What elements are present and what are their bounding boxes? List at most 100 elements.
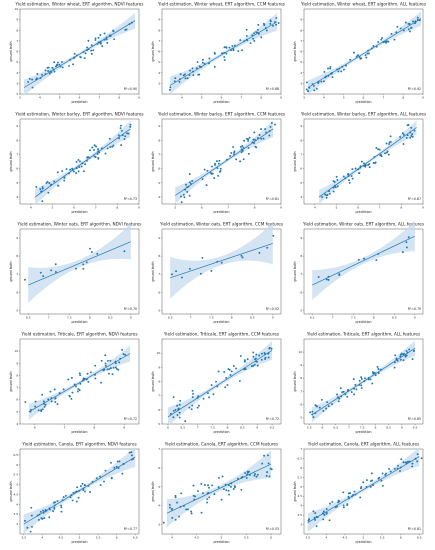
data-point [201, 178, 204, 180]
data-point [364, 54, 367, 57]
plot-frame [161, 228, 282, 315]
data-point [369, 378, 372, 381]
data-point [229, 485, 232, 488]
data-point [375, 146, 378, 149]
data-point [272, 234, 275, 237]
data-point [258, 251, 261, 254]
data-point [56, 61, 59, 64]
r2-annotation: R²=0.77 [124, 527, 137, 531]
data-point [47, 191, 50, 194]
data-point [255, 475, 258, 478]
data-point [314, 404, 317, 407]
data-point [329, 65, 332, 68]
data-point [72, 63, 75, 66]
data-point [52, 510, 54, 513]
data-point [232, 146, 234, 148]
x-tick-label: 9 [422, 95, 424, 99]
data-point [90, 371, 92, 374]
data-point [228, 493, 230, 496]
data-point [402, 461, 405, 464]
data-point [227, 368, 230, 370]
data-point [342, 506, 345, 509]
data-point [237, 50, 240, 53]
data-point [245, 34, 248, 37]
data-point [48, 182, 51, 185]
data-point [233, 44, 236, 47]
y-tick-label: 4 [300, 195, 302, 199]
data-point [256, 364, 259, 367]
data-point [220, 498, 223, 501]
data-point [188, 267, 191, 270]
x-axis-label: prediction [356, 540, 372, 544]
data-point [357, 258, 360, 261]
data-point [331, 403, 334, 406]
data-point [246, 471, 249, 474]
x-tick-label: 7 [197, 425, 199, 429]
panel-title: Yield estimation, Winter wheat, ERT algo… [300, 2, 426, 7]
data-point [104, 362, 107, 365]
data-point [373, 371, 376, 374]
data-point [347, 495, 350, 498]
data-point [200, 511, 203, 514]
x-tick-label: 7.5 [67, 315, 72, 319]
data-point [413, 349, 416, 352]
panel-title: Yield estimation, Triticale, ERT algorit… [306, 332, 420, 337]
data-point [128, 451, 131, 454]
data-point [112, 366, 115, 369]
data-point [211, 484, 213, 487]
scatter-panel-12: Yield estimation, Triticale, ERT algorit… [293, 332, 424, 434]
x-tick-label: 7 [98, 95, 100, 99]
data-point [225, 489, 228, 492]
x-tick-label: 3 [303, 95, 305, 99]
data-point [323, 513, 326, 516]
data-point [77, 170, 80, 173]
data-point [86, 46, 88, 49]
y-tick-label: 4 [16, 502, 18, 506]
y-tick-label: 3 [300, 81, 302, 85]
data-point [360, 160, 363, 163]
data-point [215, 380, 217, 383]
data-point [189, 69, 192, 72]
plot-frame [161, 118, 282, 205]
data-point [106, 359, 109, 362]
y-tick-label: 6 [300, 167, 302, 171]
y-tick-label: 9 [300, 236, 302, 240]
data-point [110, 476, 113, 479]
y-axis-label: ground truth [151, 41, 155, 61]
scatter-panel-8: Yield estimation, Winter oats, ERT algor… [151, 222, 283, 324]
panel-title: Yield estimation, Winter oats, ERT algor… [17, 222, 142, 227]
data-point [93, 155, 96, 158]
data-point [222, 488, 225, 491]
data-point [31, 78, 34, 81]
data-point [228, 368, 231, 371]
data-point [354, 167, 357, 170]
data-point [53, 70, 56, 73]
x-tick-label: 6 [270, 535, 272, 539]
x-axis-label: prediction [356, 210, 372, 214]
data-point [416, 460, 419, 463]
y-tick-label: 9 [16, 124, 18, 128]
data-point [275, 17, 278, 19]
data-point [225, 46, 228, 49]
data-point [82, 267, 85, 270]
x-tick-label: 6 [73, 205, 75, 209]
x-tick-label: 8.5 [240, 425, 245, 429]
data-point [97, 148, 99, 151]
data-point [247, 152, 250, 155]
y-tick-label: 7 [158, 39, 160, 43]
data-point [245, 28, 248, 31]
data-point [41, 187, 44, 190]
data-point [179, 399, 182, 402]
x-tick-label: 8 [400, 205, 402, 209]
data-point [408, 348, 411, 351]
data-point [247, 139, 250, 142]
y-axis-label: ground truth [9, 261, 13, 281]
r2-annotation: R²=0.88 [266, 87, 279, 91]
data-point [172, 396, 175, 399]
data-point [213, 51, 216, 54]
data-point [68, 395, 71, 398]
data-point [46, 180, 49, 183]
data-point [78, 372, 81, 375]
y-tick-label: 5 [158, 485, 160, 489]
data-point [208, 486, 211, 489]
